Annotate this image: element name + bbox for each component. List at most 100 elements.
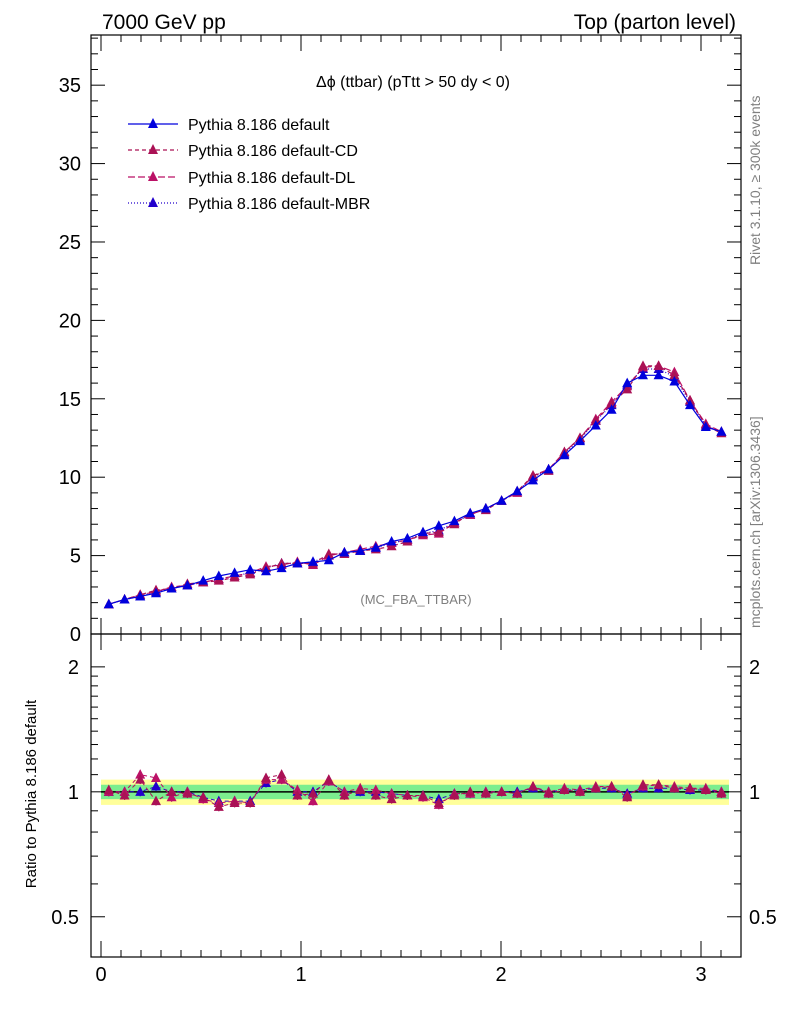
main-point [323,554,334,565]
ratio-point [653,779,664,789]
legend-label-cd: Pythia 8.186 default-CD [188,143,358,160]
main-point [433,520,444,530]
ratio-point [433,797,444,807]
ratio-point [449,789,460,800]
main-ytick-label: 25 [59,232,81,254]
ratio-point [166,786,177,796]
main-point [716,426,727,436]
ratio-point [386,793,397,804]
legend-label-mbr: Pythia 8.186 default-MBR [188,196,370,213]
ratio-point [151,780,161,791]
ratio-xtick-label: 3 [695,964,706,986]
main-point [700,421,711,432]
main-point [512,485,523,496]
main-plot-title: Δϕ (ttbar) (pTtt > 50 dy < 0) [316,74,510,91]
main-point [685,399,695,410]
main-point [182,579,193,590]
ratio-point [480,788,491,798]
ratio-point [245,797,256,807]
ratio-ytick-label-left: 0.5 [51,907,79,929]
ratio-ytick-label-right: 0.5 [749,907,777,929]
ratio-point [669,782,680,793]
main-ytick-label: 0 [70,624,81,646]
legend-marker-mbr [148,197,158,207]
legend-label-default: Pythia 8.186 default [188,117,330,134]
legend-label-dl: Pythia 8.186 default-DL [188,170,355,187]
main-point [276,562,287,573]
ratio-xtick-label: 1 [295,964,306,986]
ratio-point [543,788,554,798]
ratio-point [308,795,318,806]
main-series-line-1 [108,365,722,605]
legend-marker-dl [148,171,158,181]
main-point [653,369,664,380]
main-point [402,532,413,543]
ratio-ytick-label-right: 2 [749,657,760,679]
main-point [355,545,366,555]
main-point [261,565,271,576]
rivet-label: Rivet 3.1.10, ≥ 300k events [747,95,763,265]
main-point [669,369,680,380]
ratio-point [559,784,570,795]
ratio-point [496,786,507,796]
ratio-point [355,784,366,795]
main-ytick-label: 10 [59,467,81,489]
main-panel: 0 5 10 15 20 25 30 35 [59,34,742,646]
main-point [480,503,491,513]
legend-entry-mbr: Pythia 8.186 default-MBR [128,196,370,213]
ratio-point [119,789,130,800]
legend-marker-cd [148,144,158,154]
main-series-line-2 [108,365,722,605]
main-point [669,376,680,386]
ratio-point [370,784,381,795]
main-point [229,567,240,577]
ratio-point [229,797,240,807]
ratio-ytick-label-right: 1 [749,782,760,804]
ratio-point [151,772,161,782]
main-point [622,383,633,394]
main-point [418,526,428,537]
ratio-point [323,774,334,784]
main-point [559,449,570,460]
ratio-point [261,772,271,782]
main-point [119,594,130,604]
main-point [622,377,633,388]
main-point [339,546,350,557]
ratio-point [638,779,648,789]
ratio-point [339,789,350,800]
legend-entry-cd: Pythia 8.186 default-CD [128,143,358,160]
main-ytick-label: 30 [59,154,81,176]
ratio-point [103,784,114,795]
ratio-point [276,769,287,779]
main-ytick-label: 35 [59,75,81,97]
main-point [198,575,209,585]
ratio-point [575,786,585,796]
ratio-point [182,788,193,798]
ratio-point [528,780,538,791]
ratio-point [151,795,161,806]
main-point [590,419,601,430]
main-point [606,404,617,414]
main-point [323,548,334,559]
ratio-xtick-label: 2 [495,964,506,986]
main-point [151,587,161,598]
main-point [496,495,507,505]
main-point [653,360,664,370]
main-point [575,435,585,446]
ratio-point [370,789,381,800]
ratio-point [198,791,209,802]
main-point [166,583,177,593]
main-ytick-label: 15 [59,389,81,411]
main-point [465,507,476,518]
ratio-series-line-0 [108,774,722,808]
ratio-point [716,788,727,798]
main-point [528,474,538,485]
analysis-watermark: (MC_FBA_TTBAR) [360,592,471,607]
ratio-ylabel: Ratio to Pythia 8.186 default [23,699,40,888]
ratio-point [606,780,617,791]
legend-marker-default [148,118,158,128]
ratio-frame [90,633,742,958]
main-ytick-label: 5 [70,546,81,568]
ratio-series-line-1 [108,774,722,806]
